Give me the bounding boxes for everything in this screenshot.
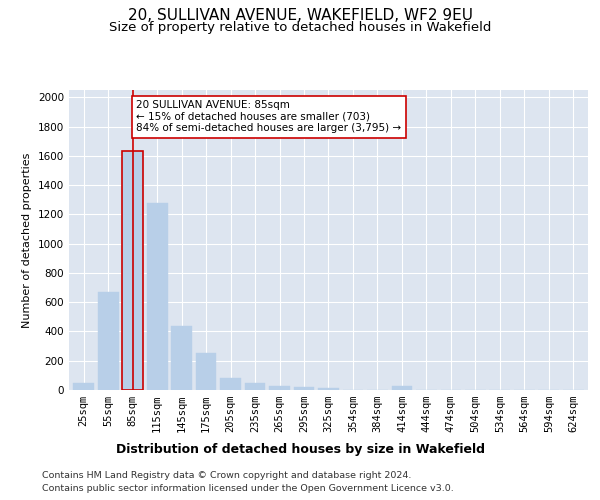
Text: 20 SULLIVAN AVENUE: 85sqm
← 15% of detached houses are smaller (703)
84% of semi: 20 SULLIVAN AVENUE: 85sqm ← 15% of detac… [136,100,401,134]
Bar [122,152,143,390]
Text: Size of property relative to detached houses in Wakefield: Size of property relative to detached ho… [109,21,491,34]
Bar [392,386,412,390]
Bar [147,202,167,390]
Bar [73,382,94,390]
Bar [98,292,119,390]
Bar [318,388,339,390]
Bar [293,387,314,390]
Bar [196,352,217,390]
Text: Contains HM Land Registry data © Crown copyright and database right 2024.: Contains HM Land Registry data © Crown c… [42,471,412,480]
Bar [245,384,265,390]
Text: Distribution of detached houses by size in Wakefield: Distribution of detached houses by size … [115,442,485,456]
Bar [269,386,290,390]
Bar [220,378,241,390]
Text: Contains public sector information licensed under the Open Government Licence v3: Contains public sector information licen… [42,484,454,493]
Text: 20, SULLIVAN AVENUE, WAKEFIELD, WF2 9EU: 20, SULLIVAN AVENUE, WAKEFIELD, WF2 9EU [128,8,473,22]
Y-axis label: Number of detached properties: Number of detached properties [22,152,32,328]
Bar [171,326,192,390]
